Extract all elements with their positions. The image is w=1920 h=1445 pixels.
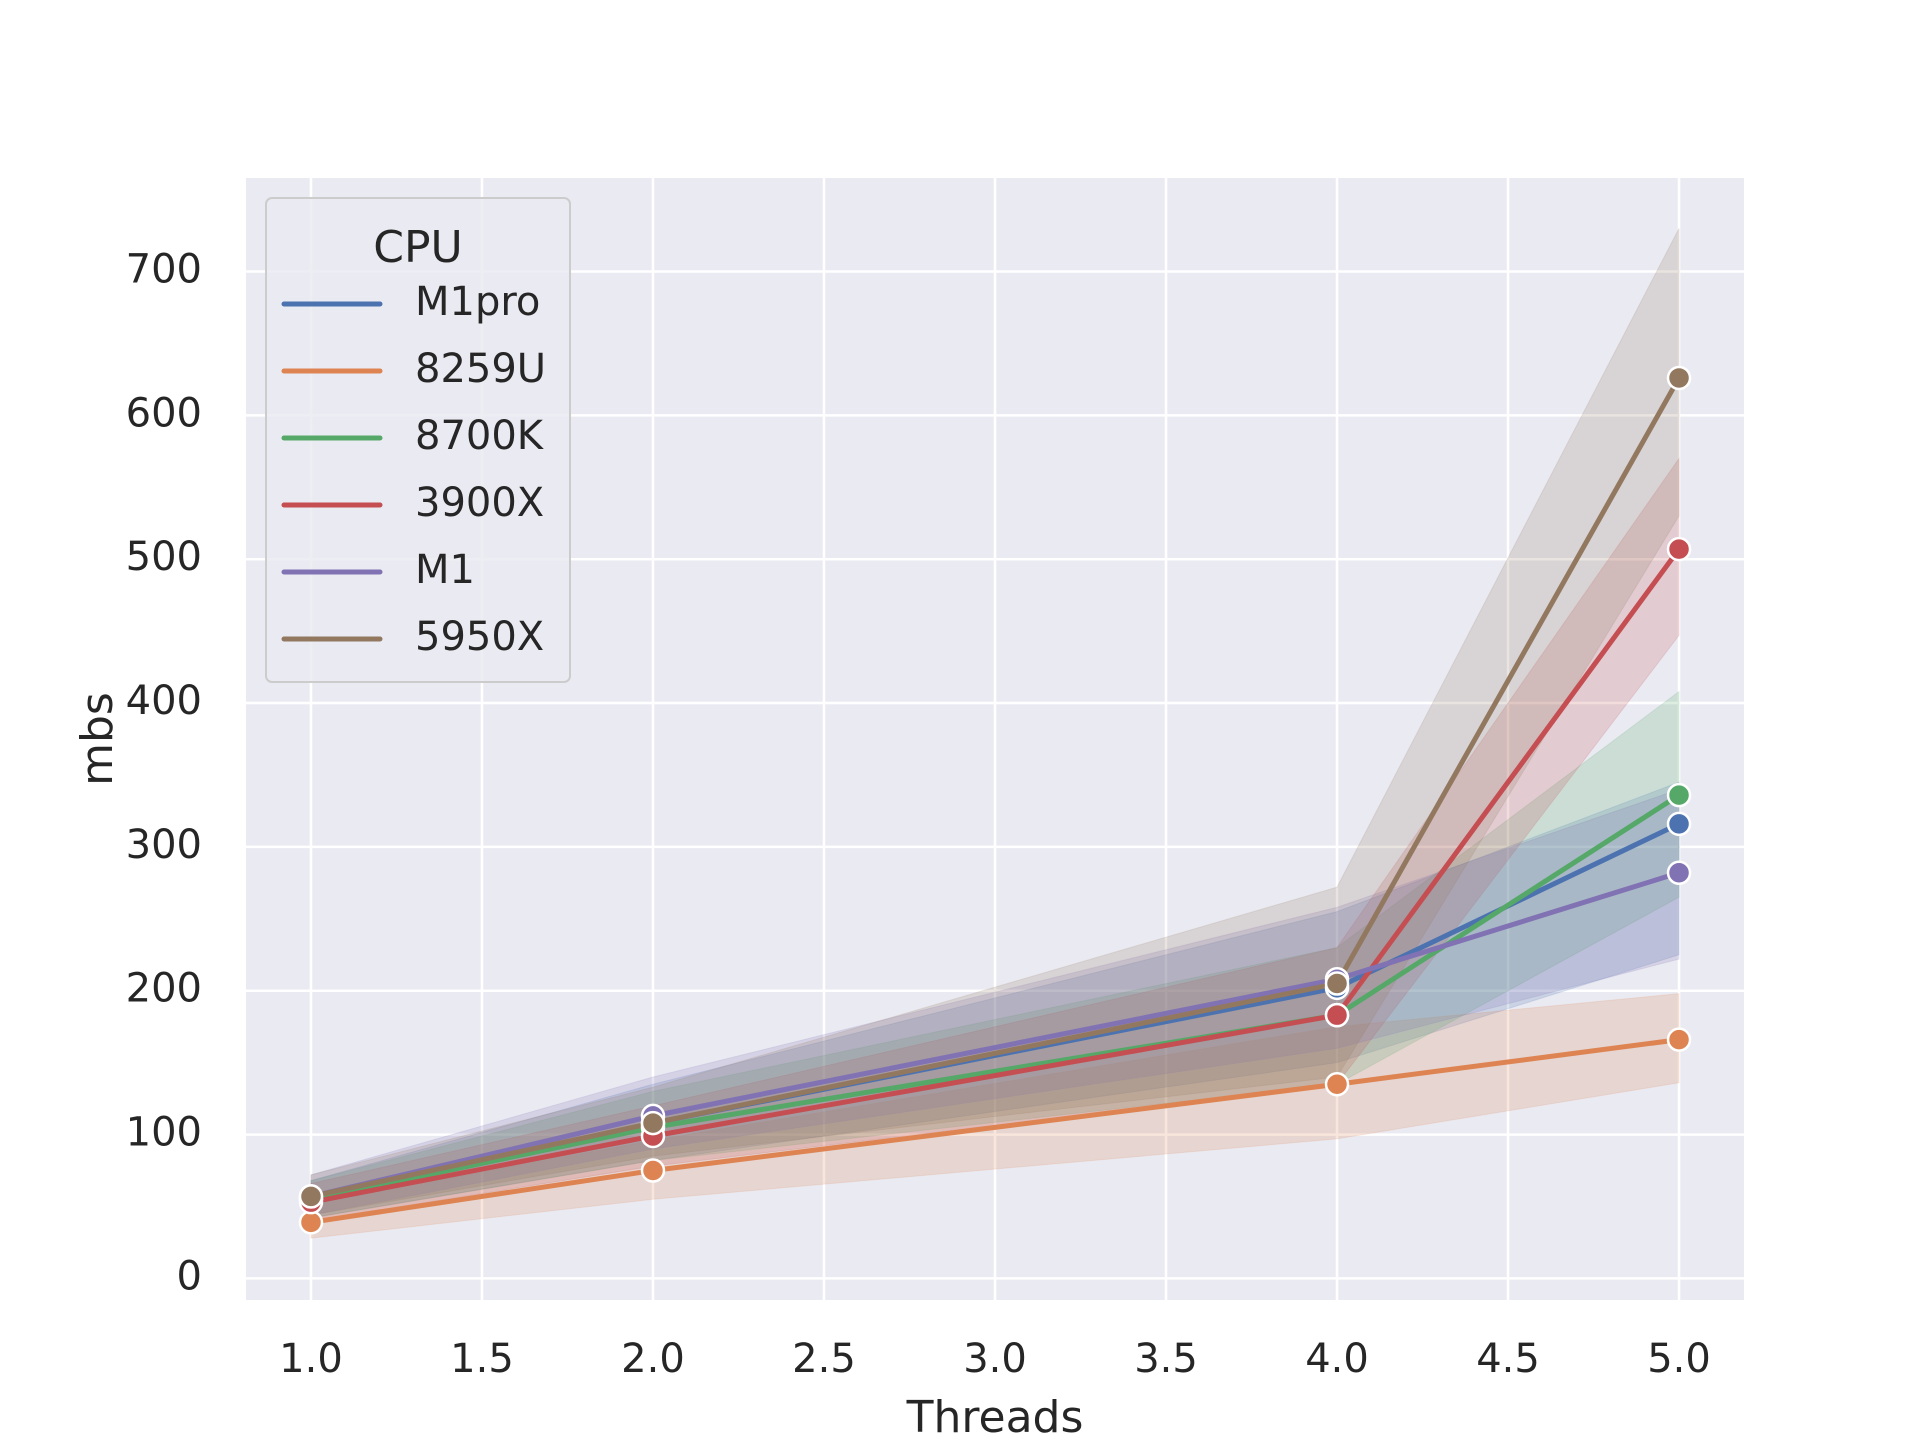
series-line (308, 792, 1682, 1202)
data-point (640, 1110, 666, 1136)
x-tick-label: 4.0 (1305, 1336, 1369, 1382)
legend: CPU M1pro 8259U 8700K 3900X M1 5950X (265, 197, 571, 683)
legend-label: 5950X (415, 614, 544, 660)
legend-label: 3900X (415, 480, 544, 526)
y-tick-label: 600 (126, 390, 202, 436)
legend-label: M1pro (415, 279, 540, 325)
data-point (298, 1184, 324, 1209)
x-tick-label: 3.5 (1134, 1336, 1198, 1382)
legend-frame (265, 197, 571, 683)
series-lines (308, 375, 1682, 1225)
legend-title: CPU (373, 222, 462, 273)
data-point (1666, 782, 1692, 808)
data-point (1666, 365, 1692, 391)
legend-label: 8700K (415, 413, 545, 459)
x-tick-label: 5.0 (1647, 1336, 1711, 1382)
y-tick-label: 400 (126, 678, 202, 724)
y-tick-label: 100 (126, 1110, 202, 1156)
tick-labels: 1.0 1.5 2.0 2.5 3.0 3.5 4.0 4.5 5.0 0 100 200 300 400… (126, 247, 1711, 1383)
gridlines (246, 178, 1744, 1300)
y-tick-label: 200 (126, 966, 202, 1012)
data-point (298, 1210, 324, 1235)
x-tick-label: 4.5 (1476, 1336, 1540, 1382)
y-tick-label: 700 (126, 247, 202, 293)
x-tick-label: 2.0 (621, 1336, 685, 1382)
x-tick-label: 3.0 (963, 1336, 1027, 1382)
y-axis-title: mbs (72, 692, 123, 786)
data-point (640, 1158, 666, 1183)
y-tick-label: 300 (126, 822, 202, 868)
series-markers (298, 365, 1692, 1235)
x-axis-title: Threads (906, 1392, 1084, 1440)
data-point (1324, 1071, 1350, 1097)
data-point (1324, 971, 1350, 996)
x-tick-label: 2.5 (792, 1336, 856, 1382)
data-point (1324, 1002, 1350, 1028)
legend-label: 8259U (415, 346, 546, 392)
legend-label: M1 (415, 547, 475, 593)
data-point (1666, 536, 1692, 562)
series-line (308, 1037, 1682, 1225)
data-point (1666, 860, 1692, 886)
series-line (308, 546, 1682, 1205)
data-point (1666, 1027, 1692, 1052)
y-tick-label: 0 (177, 1253, 202, 1299)
x-tick-label: 1.5 (450, 1336, 514, 1382)
legend-items: M1pro 8259U 8700K 3900X M1 5950X (281, 279, 546, 660)
series-line (308, 870, 1682, 1199)
data-point (1666, 811, 1692, 837)
y-tick-label: 500 (126, 534, 202, 580)
series-line (308, 375, 1682, 1199)
x-tick-label: 1.0 (279, 1336, 343, 1382)
